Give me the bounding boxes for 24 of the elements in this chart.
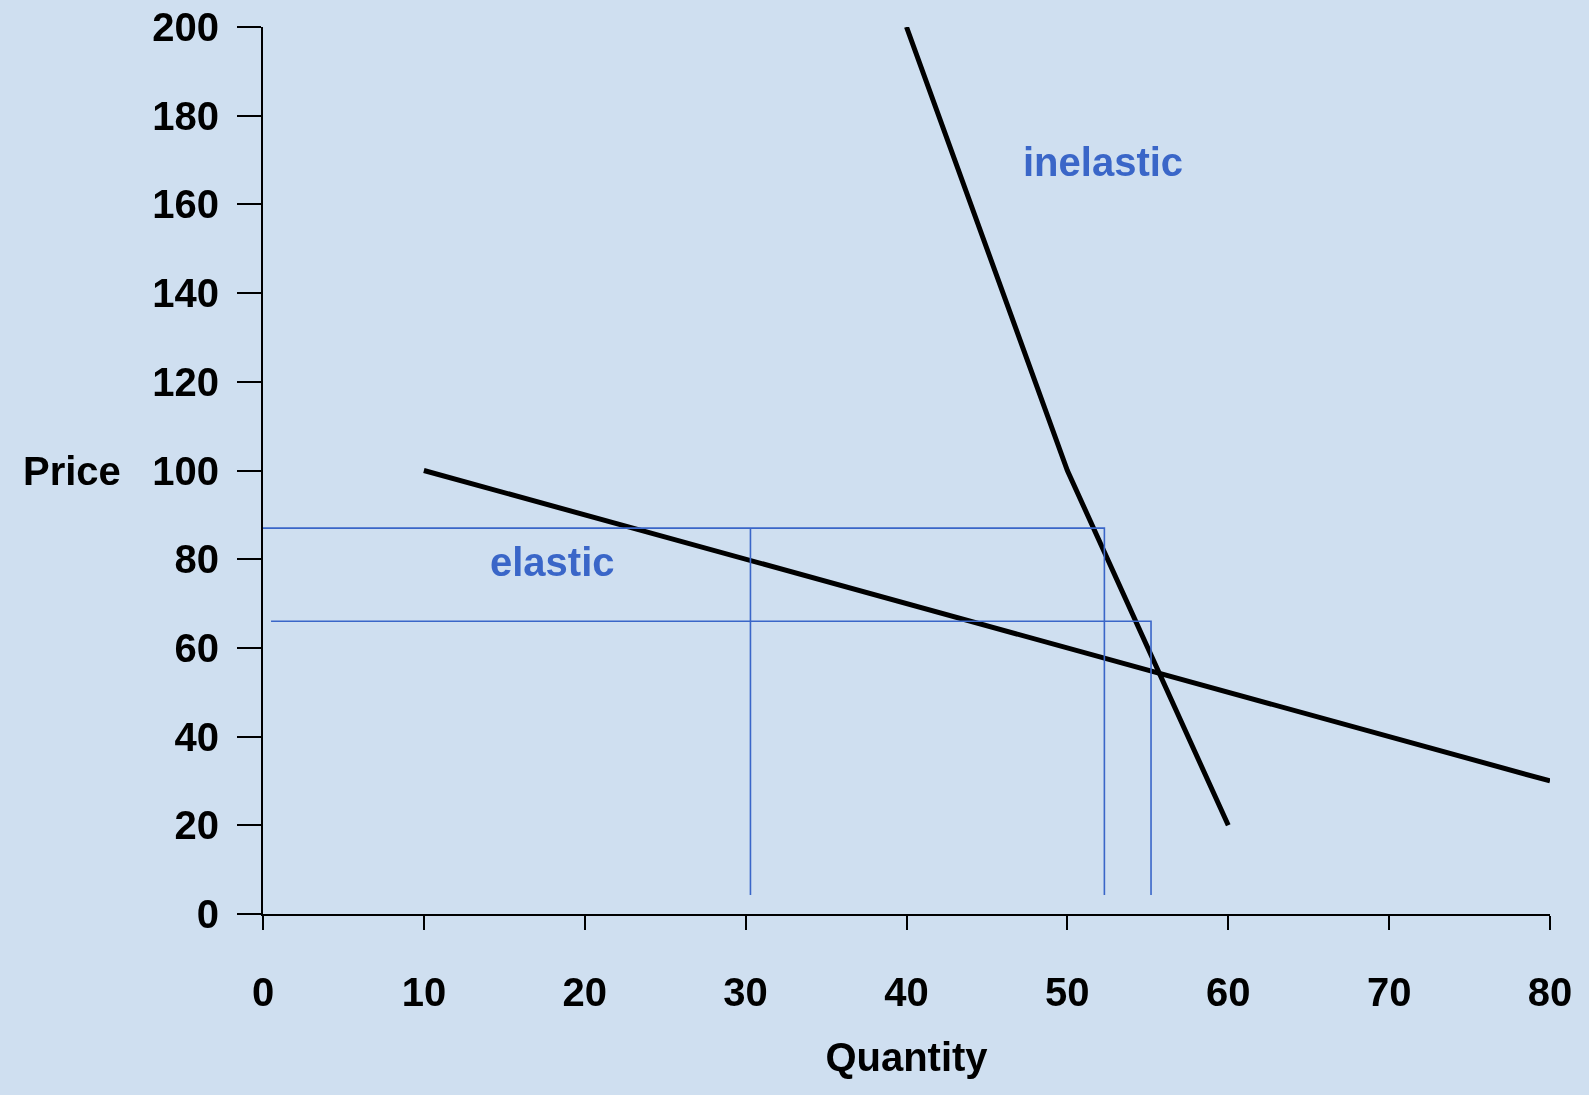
y-tick-label: 20 — [174, 803, 219, 848]
x-tick-label: 30 — [723, 970, 768, 1014]
y-tick-label: 80 — [174, 537, 219, 582]
y-tick-label: 60 — [174, 625, 219, 670]
y-tick-label: 160 — [152, 182, 219, 227]
y-tick-label: 200 — [152, 5, 219, 49]
annotation: elastic — [490, 540, 615, 584]
y-tick-label: 180 — [152, 93, 219, 138]
x-axis-title: Quantity — [825, 1035, 989, 1079]
x-tick-label: 40 — [884, 970, 929, 1014]
x-tick-label: 60 — [1206, 970, 1251, 1014]
y-tick-label: 100 — [152, 448, 219, 493]
x-tick-label: 10 — [401, 970, 447, 1014]
y-tick-label: 0 — [196, 892, 219, 936]
annotation: inelastic — [1023, 140, 1184, 184]
x-tick-label: 80 — [1527, 970, 1573, 1014]
x-tick-label: 20 — [562, 970, 607, 1014]
y-tick-label: 40 — [174, 714, 219, 759]
x-tick-label: 0 — [251, 970, 275, 1014]
y-tick-label: 120 — [152, 359, 219, 404]
x-tick-label: 70 — [1366, 970, 1412, 1014]
y-tick-label: 140 — [152, 271, 219, 316]
y-axis-title: Price — [23, 449, 121, 493]
x-tick-label: 50 — [1045, 970, 1090, 1014]
